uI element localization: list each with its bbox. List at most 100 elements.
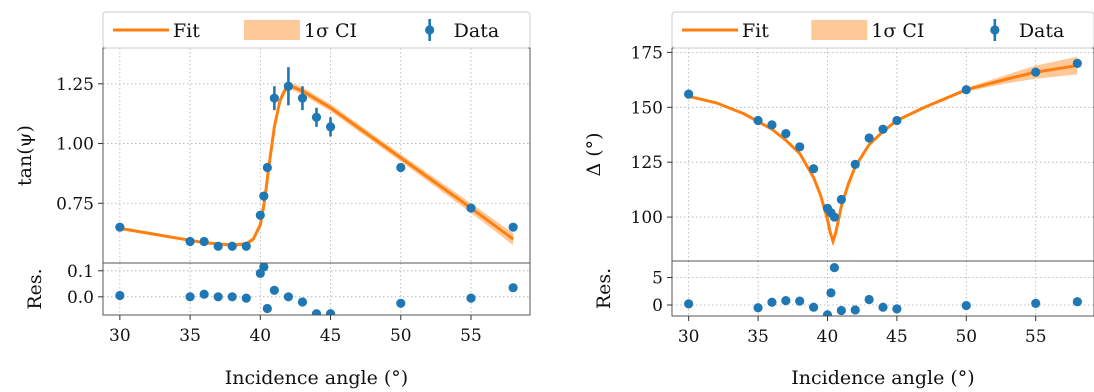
panel2-residual-point [767, 297, 777, 307]
panel1-legend-data-label: Data [454, 20, 500, 42]
panel2-residual-point [892, 304, 902, 314]
panel1-residual-point [115, 290, 125, 301]
panel2-residual-point [826, 288, 836, 298]
panel1-ytick-label: 1.25 [56, 75, 94, 95]
panel1-residual-point [269, 285, 279, 295]
panel1-legend-data-swatch [425, 25, 435, 35]
panel2-residual-point [864, 294, 874, 305]
panel2-legend: Fit 1σ CI Data [671, 11, 1094, 49]
panel2-data-point [864, 133, 874, 143]
panel2-xtick-label: 40 [817, 327, 839, 347]
panel1-data-point [508, 222, 518, 232]
panel1-res-ytick-label: 0.0 [67, 288, 94, 308]
panel1-data-point [262, 162, 272, 173]
panel1-residual-point [199, 289, 209, 299]
panel2-residual-point [753, 303, 763, 313]
panel2-residual-point [961, 300, 971, 311]
panel2-data-point [961, 85, 971, 95]
panel1-data-point [199, 236, 209, 247]
panel1-res-frame [102, 262, 531, 316]
panel2-residual-point [1072, 297, 1082, 307]
panel2-res-frame [671, 260, 1094, 317]
panel1-residual-point [241, 293, 251, 303]
panel1-data-point [185, 236, 195, 247]
panel2-residual-point [781, 296, 791, 306]
panel2-xtick-label: 30 [678, 327, 700, 347]
panel1-data-point [115, 222, 125, 232]
panel2-ytick-label: 100 [631, 208, 663, 228]
panel2-residual-point [808, 302, 819, 312]
panel1-residual-point [311, 309, 322, 315]
panel1-data-point [396, 162, 406, 173]
panel1-legend-frame [102, 11, 531, 49]
panel2-data-point [836, 194, 846, 205]
panel1-chart: 30 35 40 45 50 55 0.75 1.00 1.25 0.0 0.1 Incidence … [14, 11, 531, 389]
panel1-legend-ci-swatch [243, 20, 300, 40]
panel1-xtick-label: 45 [320, 326, 342, 346]
panel2-xtick-label: 55 [1025, 327, 1047, 347]
panel1-xtick-label: 30 [109, 326, 131, 346]
panel2-x-axis-label: Incidence angle (°) [791, 367, 974, 389]
panel2-residual-label: Res. [593, 268, 615, 309]
panel2-xtick-label: 45 [886, 327, 908, 347]
panel1-legend: Fit 1σ CI Data [102, 11, 531, 49]
panel1-residual-point [508, 283, 518, 293]
panel1-main-frame [102, 47, 531, 264]
panel2-xtick-label: 35 [747, 327, 769, 347]
panel1-residual-point [213, 292, 223, 302]
panel1-residual-point [262, 303, 272, 314]
panel1-data-point [283, 81, 294, 91]
panel1-xtick-label: 35 [179, 326, 201, 346]
panel2-residual-point [822, 310, 833, 316]
panel1-residual-point [396, 298, 406, 308]
panel2-xtick-label: 50 [955, 327, 977, 347]
panel1-data-point [269, 93, 279, 103]
panel2-data-point [850, 159, 860, 169]
panel2-data-point [753, 115, 763, 126]
panel1-ytick-label: 1.00 [56, 135, 94, 155]
panel1-xtick-label: 40 [249, 326, 271, 346]
panel1-x-axis-label: Incidence angle (°) [225, 367, 408, 389]
panel2-residual-point [795, 296, 805, 306]
panel1-res-ytick-label: 0.1 [67, 262, 94, 282]
panel2-data-point [767, 120, 777, 130]
panel1-xtick-label: 55 [460, 326, 482, 346]
panel2-res-ytick-label: 5 [652, 269, 663, 289]
panel1-residual-point [185, 292, 195, 302]
panel1-data-point [259, 191, 269, 201]
panel2-main-frame [671, 47, 1094, 262]
panel2-residual-point [1031, 298, 1041, 308]
panel1-xtick-label: 50 [390, 326, 412, 346]
panel2-legend-data-label: Data [1019, 20, 1065, 42]
panel2-residual-point [850, 305, 860, 315]
panel2-data-point [781, 129, 791, 139]
panel2-legend-ci-label: 1σ CI [871, 20, 924, 42]
panel2-data-point [829, 212, 840, 222]
panel1-ci-band [119, 82, 514, 247]
panel2-ci-band [688, 56, 1078, 244]
panel2-data-point [892, 115, 902, 126]
panel2-legend-ci-swatch [811, 20, 868, 40]
panel1-residual-point [325, 309, 336, 315]
panel2-legend-frame [671, 11, 1094, 49]
panel1-y-axis-label: tan(ψ) [14, 125, 36, 186]
panel1-residual-point [297, 297, 308, 307]
panel2-ytick-label: 150 [631, 98, 663, 118]
panel1-data-point [311, 112, 322, 122]
panel2-res-ytick-label: 0 [652, 296, 663, 316]
panel1-residual-point [227, 292, 237, 302]
panel2-data-point [1072, 58, 1082, 68]
panel2-residual-point [878, 302, 888, 312]
panel2-residual-point [836, 305, 846, 316]
panel1-data-point [297, 93, 308, 103]
panel1-legend-ci-label: 1σ CI [304, 20, 357, 42]
panel1-data-point [255, 210, 265, 220]
panel1-data-point [227, 241, 237, 251]
panel2-legend-fit-label: Fit [742, 20, 769, 42]
panel2-fit-line [688, 64, 1078, 247]
panel1-data-point [466, 203, 476, 213]
panel2-legend-data-swatch [990, 25, 1000, 35]
panel2-data-point [684, 89, 694, 99]
panel2-residual-point [829, 263, 840, 273]
panel2-residual-point [684, 299, 694, 309]
